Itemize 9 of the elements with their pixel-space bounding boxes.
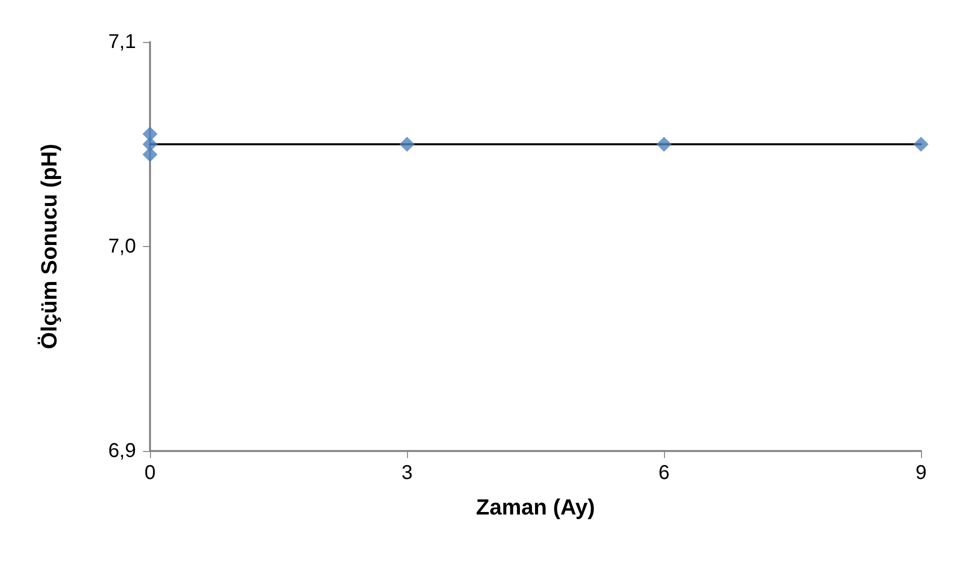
x-tick-label: 9: [915, 462, 927, 484]
y-tick-label: 7,1: [108, 31, 136, 53]
x-tick-label: 6: [658, 462, 670, 484]
y-axis-title: Ölçüm Sonucu (pH): [36, 144, 62, 350]
x-tick-label: 0: [144, 462, 156, 484]
x-axis-title: Zaman (Ay): [476, 494, 595, 520]
x-tick-label: 3: [401, 462, 413, 484]
y-tick-label: 6,9: [108, 440, 136, 462]
y-tick-label: 7,0: [108, 236, 136, 258]
